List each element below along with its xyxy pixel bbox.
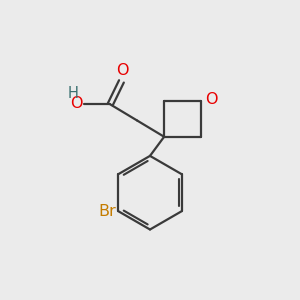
Text: H: H (68, 86, 79, 101)
Text: O: O (70, 96, 83, 111)
Text: O: O (205, 92, 218, 106)
Text: Br: Br (98, 204, 116, 219)
Text: O: O (116, 63, 128, 78)
